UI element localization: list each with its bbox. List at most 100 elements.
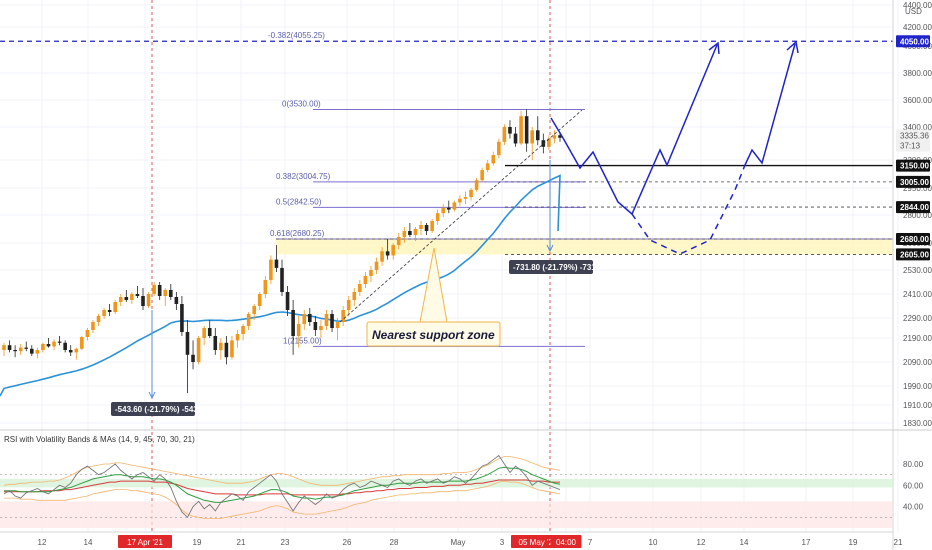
trendline [339,109,583,323]
candle-body [341,310,345,322]
candle-body [269,259,273,280]
projection-path-2-solid [744,43,796,166]
candle-body [519,116,523,144]
candle-body [46,344,51,347]
support-zone [276,239,893,255]
fib-label: 1(2155.00) [283,336,322,345]
candle-body [24,347,29,349]
price-badge-bg [896,35,930,48]
candle-body [458,198,462,203]
fib-label: 0.382(3004.75) [276,172,331,181]
measure-arrow-1-head [148,391,156,400]
price-tick-label: 2190.00 [903,334,932,343]
price-tick-label: 2530.00 [903,266,932,275]
candle-body [180,304,184,332]
measure-label-1-bg [111,402,195,416]
candle-body [463,197,468,199]
rsi-upper-band [3,456,561,486]
price-badge-bg [896,139,930,152]
candle-body [68,350,73,353]
candle-body [402,231,407,237]
candle-body [169,290,173,297]
price-tick-label: 3800.00 [903,69,932,78]
measure-label-2-bg [509,260,593,274]
candle-body [224,342,229,358]
price-badge: 4050.00 [900,37,929,46]
mid-zone [0,478,893,488]
candle-body [391,245,395,256]
rsi-lower-band [4,480,561,519]
candle-body [308,314,312,322]
price-tick-label: 2090.00 [903,358,932,367]
candle-body [385,251,390,256]
candle-body [113,302,117,312]
time-tick-label: 17 Apr '21 [127,538,163,547]
candle-body [219,342,223,350]
time-tick-label: 19 [193,538,202,547]
price-badge: 2844.00 [900,203,929,212]
candle-body [124,297,129,300]
time-tick-label: 23 [281,538,290,547]
candle-body [280,267,284,292]
candle-body [485,163,490,171]
oversold-zone [0,501,893,528]
candle-body [469,189,473,197]
time-tick-label: 17 [802,538,811,547]
candle-body [196,338,201,362]
time-tick-label: 7 [588,538,593,547]
candle-body [547,138,551,147]
candle-body [296,324,301,336]
time-tick-label: 12 [38,538,47,547]
price-badge: 2680.00 [900,235,929,244]
projection-path-1-arrow [708,41,720,55]
price-axis: 1830.00 1910.00 1990.00 2090.00 2190.00 2290.… [903,1,932,428]
candle-body [102,310,106,316]
rsi-pane: 80.00 60.00 40.00 [0,454,924,528]
candle-body [535,130,540,141]
price-tick-label: 2290.00 [903,314,932,323]
projection-path-1 [550,44,718,216]
price-badge: 3005.00 [900,178,929,187]
price-tick-label: 4200.00 [903,23,932,32]
candle-body [96,316,101,322]
candle-body [135,294,140,296]
price-badge-bg [896,159,930,172]
candle-body [302,314,307,324]
measure-arrow-2-head [546,244,554,253]
candle-body [346,300,351,310]
candle-body [252,306,256,314]
rsi-tick-label: 60.00 [903,481,924,490]
candle-body [374,261,379,270]
annotation-box [366,321,501,347]
candle-body [396,237,401,246]
time-tick-label: 10 [649,538,658,547]
candle-body [63,342,67,350]
candle-body [207,328,212,336]
candle-body [85,330,90,337]
candle-body [380,251,384,262]
candle-body [335,322,340,328]
time-highlight-bg [118,535,172,548]
indicator-title: RSI with Volatility Bands & MAs (14, 9, … [4,435,195,444]
time-axis: 12 14 17 Apr '21 19 21 23 26 28 May 3 05 May '2104… [38,535,903,548]
price-pane [0,0,893,428]
candle-body [246,314,251,326]
candle-body [291,310,295,336]
price-badge: 3335.36 [900,132,929,141]
candle-body [497,141,501,156]
candle-body [130,294,134,300]
fib-label: -0.382(4055.25) [268,31,325,40]
candle-body [435,213,440,221]
candle-body [419,225,423,229]
time-tick-label: 21 [237,538,246,547]
candle-body [146,294,151,306]
horizontal-levels [0,40,893,255]
projection-path-2-arrow [786,40,799,54]
price-badge: 2605.00 [900,250,929,259]
candle-body [235,334,240,341]
time-tick-label: 12 [697,538,706,547]
price-tick-label: 2410.00 [903,290,932,299]
candle-body [480,170,484,181]
